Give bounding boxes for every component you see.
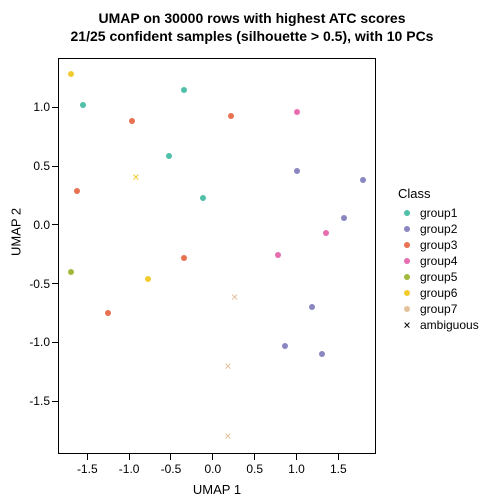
data-point [294, 168, 300, 174]
x-tick [87, 454, 88, 460]
x-tick-label: 0.5 [246, 462, 263, 476]
legend-label: group1 [420, 206, 457, 220]
chart-title-line1: UMAP on 30000 rows with highest ATC scor… [0, 10, 504, 26]
legend-dot-icon [398, 274, 416, 280]
legend-dot-icon [398, 226, 416, 232]
legend-label: group7 [420, 302, 457, 316]
x-tick [129, 454, 130, 460]
data-point [319, 351, 325, 357]
legend: Class group1 group2 group3 group4 group5 grou… [398, 186, 479, 333]
y-tick [52, 283, 58, 284]
data-point [166, 153, 172, 159]
data-point [68, 269, 74, 275]
data-point [275, 252, 281, 258]
data-point [80, 102, 86, 108]
chart-title-line2: 21/25 confident samples (silhouette > 0.… [0, 28, 504, 44]
legend-item: group6 [398, 285, 479, 301]
data-point [105, 310, 111, 316]
x-tick [254, 454, 255, 460]
plot-area [58, 58, 376, 454]
y-tick [52, 401, 58, 402]
y-axis-label: UMAP 2 [9, 208, 24, 256]
legend-label: group4 [420, 254, 457, 268]
x-axis-label: UMAP 1 [193, 482, 241, 497]
legend-item: × ambiguous [398, 317, 479, 333]
data-cross: × [224, 360, 231, 372]
data-point [323, 230, 329, 236]
x-tick-label: 1.0 [288, 462, 305, 476]
legend-label: group2 [420, 222, 457, 236]
y-tick [52, 342, 58, 343]
legend-item: group1 [398, 205, 479, 221]
y-tick-label: -0.5 [22, 277, 50, 291]
legend-label: group3 [420, 238, 457, 252]
legend-item: group2 [398, 221, 479, 237]
legend-dot-icon [398, 242, 416, 248]
data-point [129, 118, 135, 124]
data-point [282, 343, 288, 349]
data-point [74, 188, 80, 194]
data-point [341, 215, 347, 221]
y-tick [52, 166, 58, 167]
x-tick [170, 454, 171, 460]
legend-dot-icon [398, 258, 416, 264]
x-tick [212, 454, 213, 460]
x-tick [338, 454, 339, 460]
legend-title: Class [398, 186, 479, 201]
legend-dot-icon [398, 306, 416, 312]
y-tick-label: 0.0 [22, 218, 50, 232]
legend-item: group4 [398, 253, 479, 269]
data-point [228, 113, 234, 119]
data-point [294, 109, 300, 115]
x-tick-label: -1.0 [119, 462, 140, 476]
legend-label: group6 [420, 286, 457, 300]
legend-label: group5 [420, 270, 457, 284]
x-tick-label: 1.5 [330, 462, 347, 476]
data-point [181, 255, 187, 261]
legend-dot-icon [398, 210, 416, 216]
legend-cross-icon: × [398, 318, 416, 332]
legend-item: group5 [398, 269, 479, 285]
legend-item: group7 [398, 301, 479, 317]
y-tick [52, 107, 58, 108]
data-point [360, 177, 366, 183]
data-point [68, 71, 74, 77]
data-cross: × [132, 171, 139, 183]
y-tick [52, 224, 58, 225]
x-tick [296, 454, 297, 460]
y-tick-label: 1.0 [22, 100, 50, 114]
data-point [309, 304, 315, 310]
data-cross: × [224, 430, 231, 442]
data-point [181, 87, 187, 93]
data-cross: × [231, 291, 238, 303]
y-tick-label: 0.5 [22, 159, 50, 173]
y-tick-label: -1.0 [22, 335, 50, 349]
legend-dot-icon [398, 290, 416, 296]
x-tick-label: -0.5 [161, 462, 182, 476]
legend-label: ambiguous [420, 318, 479, 332]
data-point [145, 276, 151, 282]
x-tick-label: 0.0 [204, 462, 221, 476]
x-tick-label: -1.5 [77, 462, 98, 476]
legend-item: group3 [398, 237, 479, 253]
y-tick-label: -1.5 [22, 394, 50, 408]
data-point [200, 195, 206, 201]
